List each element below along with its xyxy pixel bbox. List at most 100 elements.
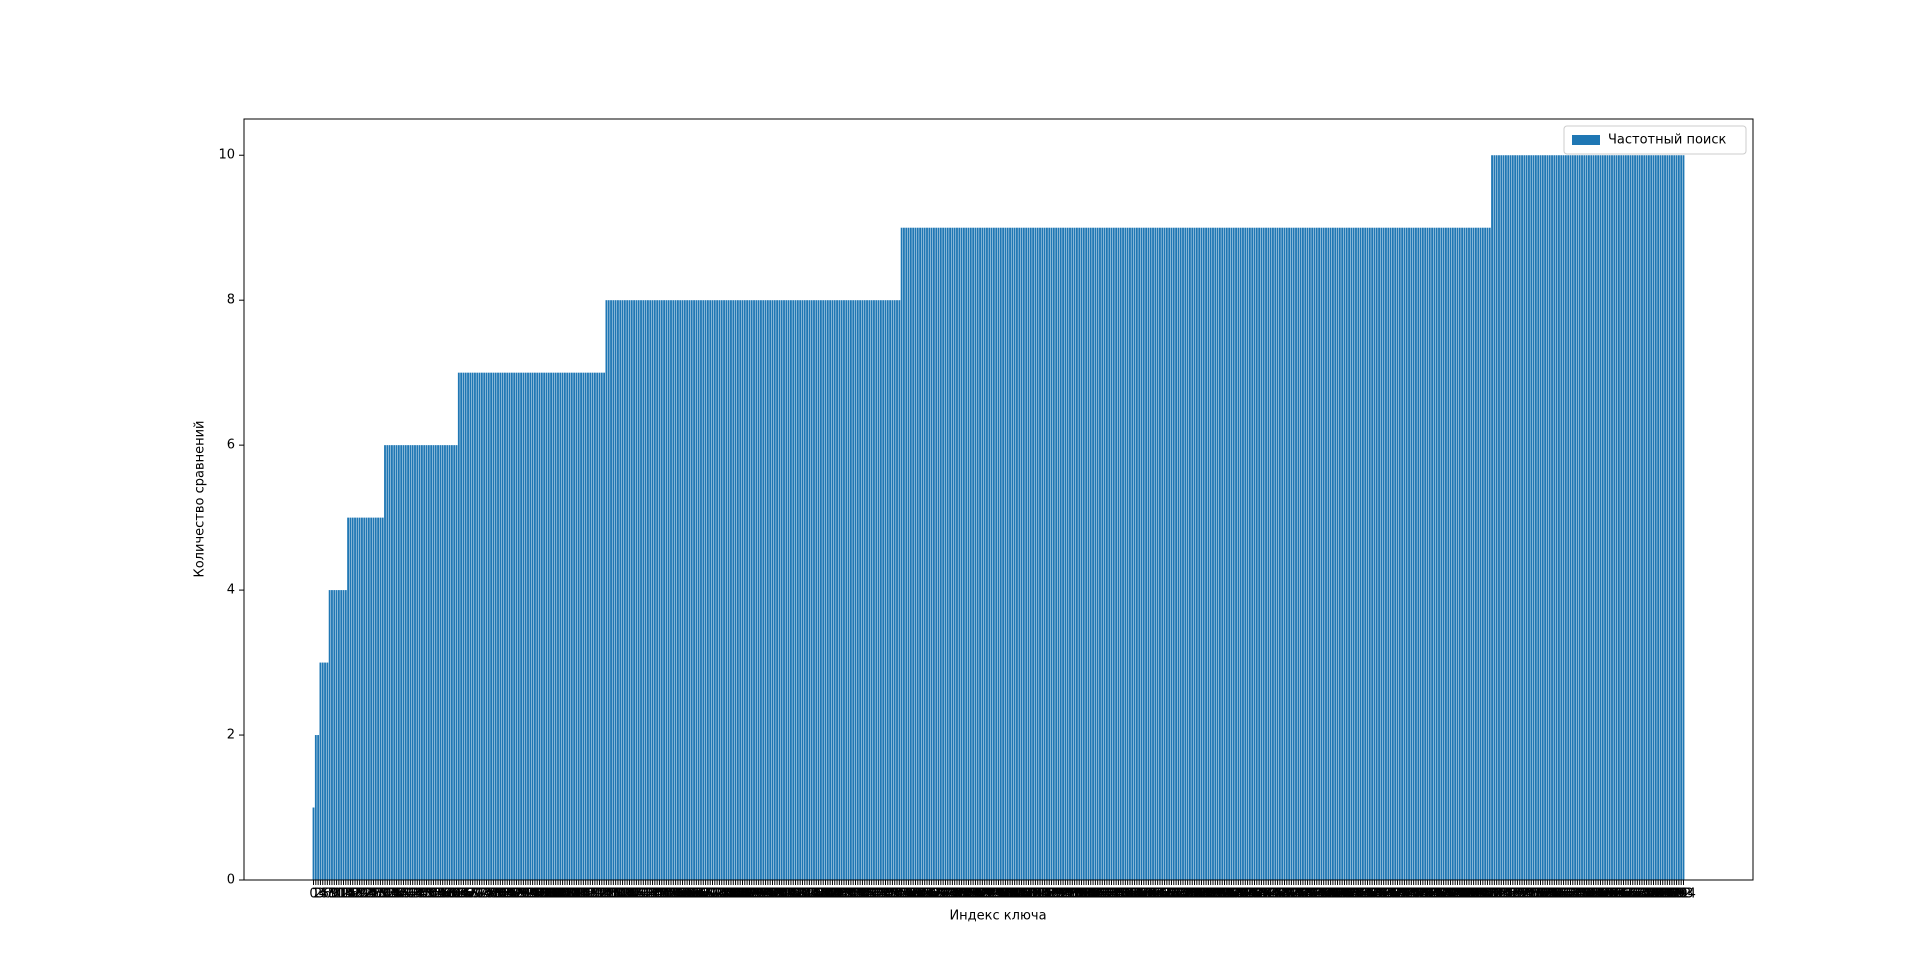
x-tick-label: 417	[1263, 887, 1288, 902]
bar	[462, 372, 465, 880]
bar	[626, 300, 629, 880]
x-tick-label: 142	[629, 887, 654, 902]
x-tick-label: 495	[1443, 887, 1468, 902]
x-tick-label: 450	[1339, 887, 1364, 902]
x-tick-label: 95	[524, 887, 541, 902]
bar	[1564, 155, 1567, 880]
bar	[1394, 227, 1397, 880]
bar	[676, 300, 679, 880]
bar	[1500, 155, 1503, 880]
x-tick-label: 250	[878, 887, 903, 902]
x-tick-label: 25	[363, 887, 380, 902]
x-tick-label: 398	[1219, 887, 1244, 902]
bar	[1048, 227, 1051, 880]
bar	[430, 445, 433, 880]
x-tick-label: 279	[945, 887, 970, 902]
x-tick-label: 351	[1111, 887, 1136, 902]
x-tick-label: 408	[1242, 887, 1267, 902]
x-tick-label: 27	[368, 887, 385, 902]
bar	[1415, 227, 1417, 880]
x-tick-label: 454	[1348, 887, 1373, 902]
bar	[979, 227, 981, 880]
bar	[1320, 227, 1323, 880]
bar	[942, 227, 945, 880]
x-tick-label: 212	[790, 887, 815, 902]
bar	[863, 300, 866, 880]
x-tick-label: 167	[686, 887, 711, 902]
bar	[1338, 227, 1341, 880]
bar	[584, 372, 587, 880]
bar	[591, 372, 594, 880]
x-tick-label: 284	[956, 887, 981, 902]
x-tick-label: 24	[361, 887, 378, 902]
bar	[1193, 227, 1196, 880]
x-tick-label: 489	[1429, 887, 1454, 902]
bar	[889, 300, 892, 880]
x-tick-label: 526	[1514, 887, 1539, 902]
x-tick-label: 444	[1325, 887, 1350, 902]
x-tick-label: 87	[506, 887, 523, 902]
x-tick-label: 73	[474, 887, 491, 902]
bar	[831, 300, 834, 880]
x-tick-label: 75	[478, 887, 495, 902]
x-tick-label: 214	[795, 887, 820, 902]
bar	[1481, 227, 1484, 880]
bar	[852, 300, 855, 880]
x-tick-label: 205	[774, 887, 799, 902]
bar	[1239, 227, 1242, 880]
bar	[409, 445, 412, 880]
x-tick-label: 559	[1590, 887, 1615, 902]
x-tick-label: 378	[1173, 887, 1198, 902]
x-tick-label: 560	[1593, 887, 1618, 902]
bar	[441, 445, 444, 880]
x-tick-label: 587	[1655, 887, 1680, 902]
bar	[1364, 227, 1367, 880]
x-tick-label: 342	[1090, 887, 1115, 902]
x-tick-label: 18	[347, 887, 364, 902]
bar	[1283, 227, 1286, 880]
x-tick-label: 152	[652, 887, 677, 902]
x-tick-label: 566	[1606, 887, 1631, 902]
x-tick-label: 446	[1330, 887, 1355, 902]
x-tick-label: 410	[1247, 887, 1272, 902]
x-tick-label: 1	[312, 887, 320, 902]
bar	[1315, 227, 1318, 880]
bar	[819, 300, 822, 880]
x-tick-label: 504	[1464, 887, 1489, 902]
x-tick-label: 480	[1408, 887, 1433, 902]
x-tick-label: 365	[1143, 887, 1168, 902]
x-tick-label: 350	[1108, 887, 1133, 902]
bar	[951, 227, 954, 880]
x-tick-label: 343	[1092, 887, 1117, 902]
x-tick-label: 419	[1267, 887, 1292, 902]
x-tick-label: 582	[1643, 887, 1668, 902]
x-tick-label: 115	[566, 887, 591, 902]
x-tick-label: 467	[1378, 887, 1403, 902]
bar	[1560, 155, 1563, 880]
bar	[1617, 155, 1620, 880]
x-tick-label: 223	[815, 887, 840, 902]
bar	[312, 807, 315, 880]
x-tick-label: 211	[788, 887, 813, 902]
x-tick-label: 337	[1078, 887, 1103, 902]
x-tick-label: 104	[541, 887, 566, 902]
x-tick-label: 558	[1588, 887, 1613, 902]
bar	[670, 300, 672, 880]
x-tick-label: 63	[451, 887, 468, 902]
x-tick-label: 123	[585, 887, 610, 902]
x-tick-label: 44	[407, 887, 424, 902]
x-tick-label: 29	[372, 887, 389, 902]
x-tick-label: 520	[1500, 887, 1525, 902]
bar	[665, 300, 668, 880]
x-tick-label: 324	[1048, 887, 1073, 902]
bar	[720, 300, 723, 880]
x-tick-label: 576	[1630, 887, 1655, 902]
x-tick-label: 424	[1279, 887, 1304, 902]
bar	[1214, 227, 1217, 880]
x-tick-label: 14	[338, 887, 355, 902]
x-tick-label: 339	[1083, 887, 1108, 902]
x-tick-label: 136	[615, 887, 640, 902]
bar	[824, 300, 827, 880]
x-tick-label: 511	[1480, 887, 1505, 902]
bar	[1385, 227, 1387, 880]
